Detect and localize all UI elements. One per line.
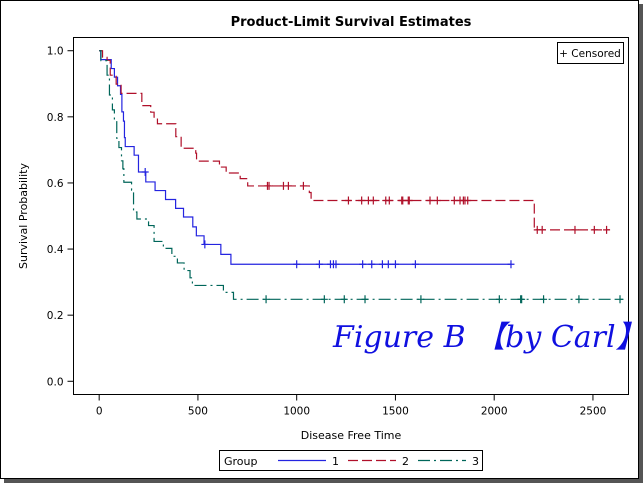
censor-mark-group-1 xyxy=(368,260,376,269)
y-tick-label: 0.2 xyxy=(47,310,64,322)
censor-mark-group-3 xyxy=(262,295,270,304)
censor-mark-group-2 xyxy=(464,196,472,205)
censor-mark-group-2 xyxy=(571,225,579,234)
censor-mark-group-1 xyxy=(293,260,301,269)
censor-mark-group-1 xyxy=(411,260,419,269)
censor-mark-group-3 xyxy=(540,295,548,304)
censor-mark-group-2 xyxy=(590,225,598,234)
censor-mark-group-3 xyxy=(417,295,425,304)
censor-mark-group-1 xyxy=(359,260,367,269)
censor-mark-group-3 xyxy=(616,295,624,304)
censor-mark-group-1 xyxy=(332,260,340,269)
survival-curve-group-1 xyxy=(99,50,511,265)
censor-mark-group-2 xyxy=(358,196,366,205)
censored-legend-label: + Censored xyxy=(559,48,621,60)
censored-legend: + Censored xyxy=(557,42,624,64)
legend-label-group-2: 2 xyxy=(402,455,409,468)
legend-label-group-3: 3 xyxy=(472,455,479,468)
x-axis-label: Disease Free Time xyxy=(301,429,402,442)
censor-mark-group-2 xyxy=(538,225,546,234)
censor-mark-group-2 xyxy=(265,181,273,190)
y-tick-label: 0.0 xyxy=(47,376,64,388)
survival-curve-group-3 xyxy=(99,50,623,300)
censor-mark-group-3 xyxy=(495,295,503,304)
censor-mark-group-2 xyxy=(369,196,377,205)
x-tick-label: 2000 xyxy=(481,406,508,418)
censor-mark-group-2 xyxy=(603,225,611,234)
censor-mark-group-3 xyxy=(320,295,328,304)
x-tick-label: 500 xyxy=(188,406,208,418)
x-tick-label: 0 xyxy=(96,406,103,418)
censor-mark-group-1 xyxy=(384,260,392,269)
x-tick-label: 2500 xyxy=(580,406,607,418)
censor-mark-group-1 xyxy=(141,168,149,177)
censor-mark-group-3 xyxy=(518,295,526,304)
censor-mark-group-2 xyxy=(284,181,292,190)
plot-area xyxy=(73,37,629,395)
censor-mark-group-3 xyxy=(575,295,583,304)
censor-mark-group-2 xyxy=(344,196,352,205)
x-tick-label: 1000 xyxy=(283,406,310,418)
watermark-text: Figure B 【by Carl】 xyxy=(332,320,644,355)
chart-title: Product-Limit Survival Estimates xyxy=(231,15,472,30)
x-tick-label: 1500 xyxy=(382,406,409,418)
legend-label-group-1: 1 xyxy=(332,455,339,468)
censor-mark-group-2 xyxy=(433,196,441,205)
y-axis-label: Survival Probability xyxy=(17,163,30,269)
y-tick-label: 0.4 xyxy=(47,244,64,256)
censor-mark-group-1 xyxy=(315,260,323,269)
censor-mark-group-1 xyxy=(391,260,399,269)
y-tick-label: 1.0 xyxy=(47,46,64,58)
censor-mark-group-1 xyxy=(201,240,209,249)
y-tick-label: 0.6 xyxy=(47,178,64,190)
censor-mark-group-2 xyxy=(385,196,393,205)
group-legend: Group 1 2 3 xyxy=(219,450,483,471)
censor-mark-group-2 xyxy=(426,196,434,205)
y-tick-label: 0.8 xyxy=(47,112,64,124)
censor-mark-group-2 xyxy=(299,181,307,190)
censor-mark-group-2 xyxy=(405,196,413,205)
censor-mark-group-3 xyxy=(340,295,348,304)
censor-mark-group-1 xyxy=(378,260,386,269)
legend-title: Group xyxy=(224,455,258,468)
censor-mark-group-3 xyxy=(361,295,369,304)
censor-mark-group-1 xyxy=(507,260,515,269)
